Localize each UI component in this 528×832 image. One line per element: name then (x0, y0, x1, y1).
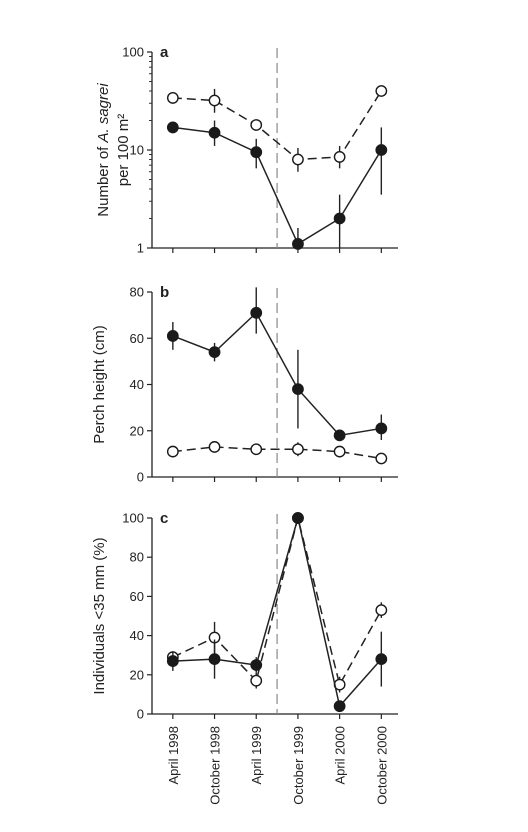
data-point (208, 653, 221, 666)
panel-label: a (160, 44, 169, 61)
data-point (250, 306, 263, 319)
series-line (172, 311, 382, 437)
data-point (375, 144, 388, 156)
data-point (292, 383, 304, 396)
y-tick-label: 0 (137, 707, 144, 722)
y-tick-label: 0 (137, 470, 144, 485)
y-tick-label: 100 (122, 511, 144, 526)
data-point (166, 92, 179, 104)
y-tick-label: 60 (130, 331, 144, 346)
data-point (250, 659, 263, 671)
series-line (172, 446, 382, 460)
y-tick-label: 20 (130, 423, 144, 438)
data-point (166, 121, 179, 134)
series-filled (166, 120, 388, 250)
data-point (208, 346, 221, 359)
series-filled (166, 287, 388, 442)
y-tick-label: 10 (130, 143, 144, 158)
y-tick-label: 100 (122, 45, 144, 60)
y-axis-label: Individuals <35 mm (%) (91, 537, 108, 694)
x-tick-label: October 1999 (291, 726, 306, 805)
series-line (172, 90, 382, 161)
data-point (250, 443, 263, 456)
x-tick-label: April 1999 (249, 726, 264, 785)
y-tick-label: 80 (130, 285, 144, 300)
y-tick-label: 60 (130, 589, 144, 604)
x-tick-label: October 2000 (374, 726, 389, 805)
y-tick-label: 80 (130, 550, 144, 565)
y-axis-label: Number of A. sagreiper 100 m² (95, 83, 132, 217)
data-point (250, 674, 263, 687)
data-point (208, 94, 221, 107)
y-tick-label: 40 (130, 377, 144, 392)
y-axis-label-part: Number of (95, 143, 112, 217)
y-tick-label: 40 (130, 628, 144, 643)
data-point (250, 119, 263, 131)
data-point (333, 212, 346, 225)
panel-c: 0 20 40 60 80 100 c Individuals <35 mm (%) April… (91, 510, 398, 805)
data-point (292, 238, 304, 250)
y-tick-label: 1 (137, 241, 144, 256)
series-line (172, 517, 382, 687)
data-point (166, 445, 179, 458)
data-point (292, 153, 304, 166)
data-point (166, 655, 179, 667)
panel-a: 1 10 100 a Number of A. sagreiper 100 m² (95, 44, 398, 256)
series-filled (166, 512, 388, 713)
data-point (166, 330, 179, 342)
series-line (172, 126, 382, 246)
data-point (333, 429, 346, 442)
data-point (375, 452, 388, 465)
y-tick-label: 20 (130, 667, 144, 682)
panel-b: 0 20 40 60 80 b Perch height (cm) (91, 284, 398, 485)
data-point (208, 126, 221, 139)
data-point (250, 146, 263, 159)
data-point (292, 443, 304, 456)
data-point (375, 604, 388, 617)
data-point (292, 512, 304, 524)
data-point (375, 85, 388, 97)
series-open (166, 441, 388, 465)
panel-label: c (160, 510, 168, 527)
series-line (172, 517, 382, 708)
data-point (375, 653, 388, 666)
y-axis-label: Perch height (cm) (91, 325, 108, 443)
data-point (333, 445, 346, 458)
data-point (333, 151, 346, 163)
x-tick-label: April 1998 (166, 726, 181, 785)
x-tick-label: October 1998 (208, 726, 223, 805)
panel-label: b (160, 284, 169, 301)
data-point (208, 441, 221, 453)
y-axis-label-line2: per 100 m² (115, 114, 132, 187)
data-point (333, 700, 346, 713)
data-point (375, 422, 388, 435)
series-open (166, 85, 388, 172)
y-axis-label-species: A. sagrei (95, 83, 112, 144)
x-tick-label: April 2000 (333, 726, 348, 785)
